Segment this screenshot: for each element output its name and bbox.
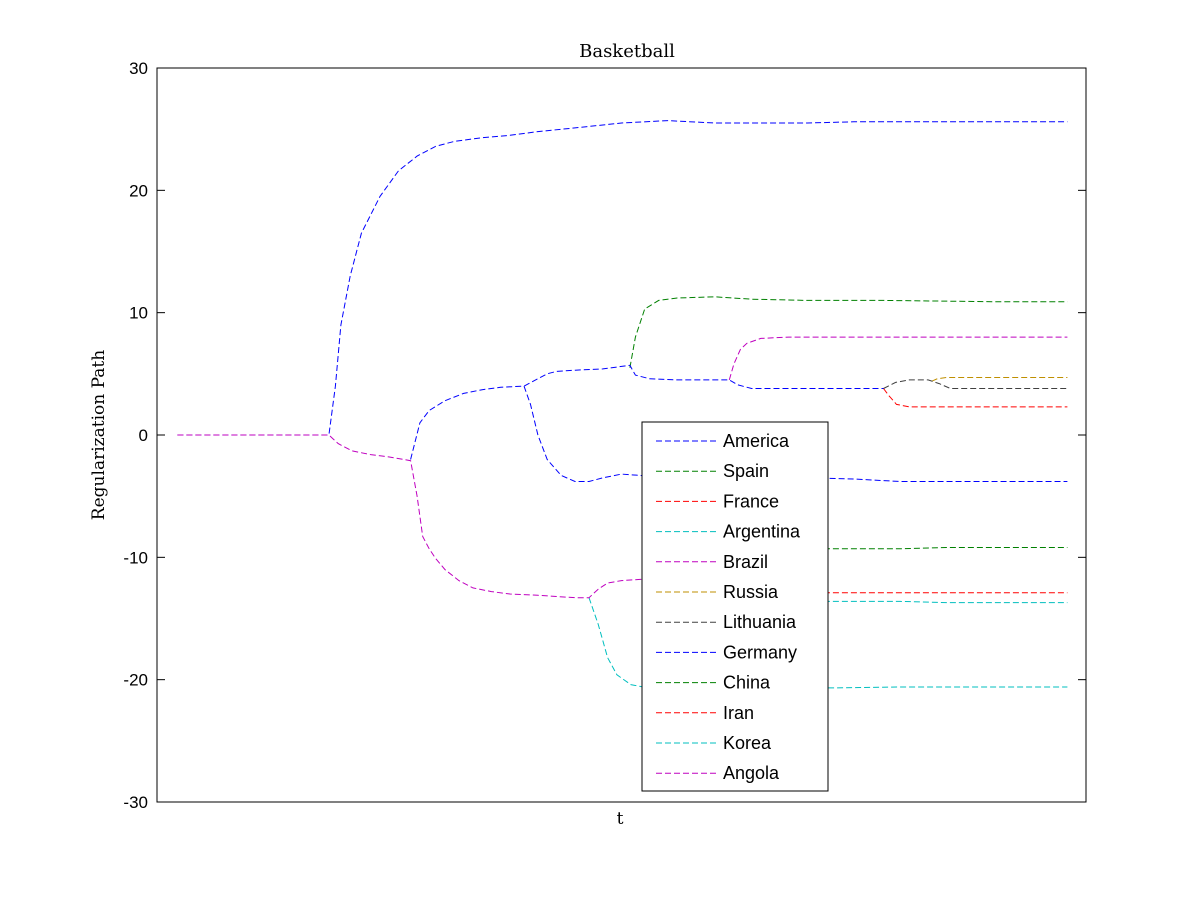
legend-label-spain: Spain [723,461,769,481]
y-tick-label: -10 [123,548,148,567]
plot-area-background [157,68,1086,802]
y-tick-label: 20 [129,181,148,200]
legend-label-argentina: Argentina [723,522,801,542]
y-tick-label: -20 [123,671,148,690]
series-line-angola [177,434,678,599]
ticks-layer: 30 20 10 0 -10 -20 -30 [123,59,1086,812]
y-tick-label: -30 [123,793,148,812]
legend: America Spain France Argentina Brazil Russia L… [641,421,829,792]
legend-label-germany: Germany [723,642,797,662]
legend-label-china: China [723,673,771,693]
series-line-argentina [588,597,1068,691]
legend-label-russia: Russia [723,582,779,602]
legend-label-angola: Angola [723,763,780,783]
y-tick-label: 30 [129,59,148,78]
x-axis-label: t [617,809,624,829]
series-line-france [883,388,1068,408]
series-line-spain [629,296,1068,368]
series-line-lithuania [883,379,1068,389]
y-tick-label: 0 [139,426,148,445]
legend-label-iran: Iran [723,703,754,723]
y-tick-label: 10 [129,304,148,323]
chart-title: Basketball [579,41,675,62]
legend-label-korea: Korea [723,733,772,753]
legend-label-america: America [723,431,790,451]
series-line-russia [931,377,1068,382]
legend-label-lithuania: Lithuania [723,612,797,632]
series-line-germany [410,364,1068,482]
legend-label-brazil: Brazil [723,552,768,572]
legend-box [641,421,829,792]
legend-label-france: France [723,491,779,511]
y-axis-label: Regularization Path [89,350,109,520]
series-line-america [177,120,1068,436]
